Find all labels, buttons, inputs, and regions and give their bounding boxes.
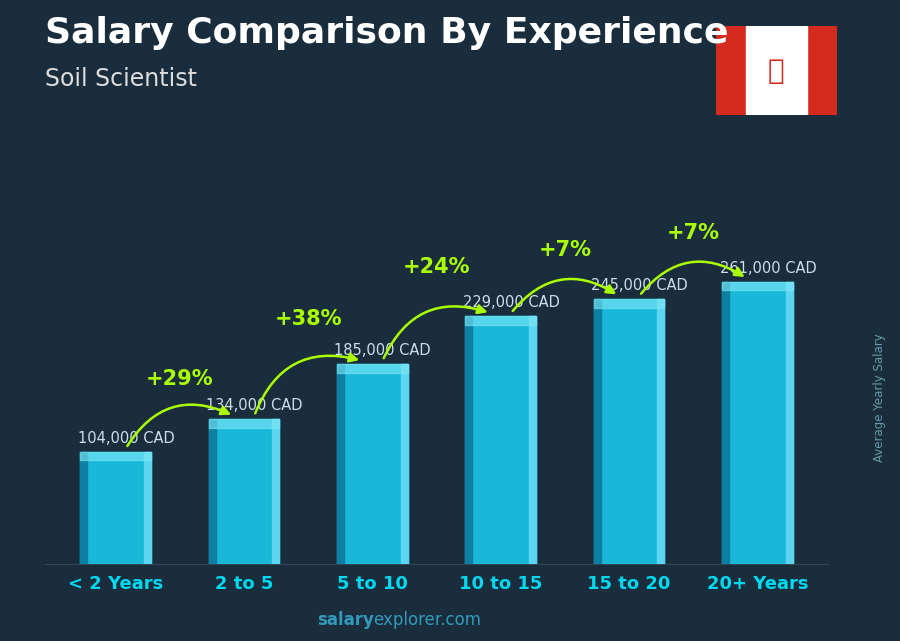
Text: salary: salary	[317, 612, 373, 629]
Text: +29%: +29%	[146, 369, 213, 389]
Bar	[716, 26, 746, 115]
Text: +38%: +38%	[274, 310, 342, 329]
Text: 245,000 CAD: 245,000 CAD	[591, 278, 688, 293]
Bar	[465, 317, 472, 564]
Text: 261,000 CAD: 261,000 CAD	[719, 261, 816, 276]
Bar	[144, 451, 151, 564]
Text: Salary Comparison By Experience: Salary Comparison By Experience	[45, 16, 728, 50]
Bar	[80, 451, 151, 460]
Bar	[786, 282, 793, 564]
Text: +7%: +7%	[538, 240, 591, 260]
Bar	[806, 26, 837, 115]
Text: 134,000 CAD: 134,000 CAD	[206, 398, 302, 413]
Bar	[722, 282, 793, 564]
Text: 185,000 CAD: 185,000 CAD	[335, 343, 431, 358]
Bar	[80, 451, 151, 564]
Text: +7%: +7%	[667, 223, 720, 243]
Text: 229,000 CAD: 229,000 CAD	[463, 296, 560, 310]
Bar	[594, 299, 664, 308]
Bar	[657, 299, 664, 564]
Bar	[722, 282, 793, 290]
Bar	[337, 364, 408, 372]
Bar	[465, 317, 536, 325]
Bar	[722, 282, 729, 564]
Bar	[209, 419, 279, 564]
Bar	[400, 364, 408, 564]
Text: +24%: +24%	[403, 258, 471, 278]
Bar	[746, 26, 806, 115]
Text: 🍁: 🍁	[768, 56, 785, 85]
Bar	[594, 299, 601, 564]
Bar	[337, 364, 408, 564]
Text: explorer.com: explorer.com	[374, 612, 482, 629]
Text: Soil Scientist: Soil Scientist	[45, 67, 197, 91]
Text: 104,000 CAD: 104,000 CAD	[77, 431, 175, 445]
Bar	[272, 419, 279, 564]
Bar	[209, 419, 216, 564]
Text: Average Yearly Salary: Average Yearly Salary	[874, 333, 886, 462]
Bar	[594, 299, 664, 564]
Bar	[529, 317, 536, 564]
FancyBboxPatch shape	[714, 23, 839, 118]
Bar	[465, 317, 536, 564]
Bar	[80, 451, 87, 564]
Bar	[337, 364, 344, 564]
Bar	[209, 419, 279, 428]
